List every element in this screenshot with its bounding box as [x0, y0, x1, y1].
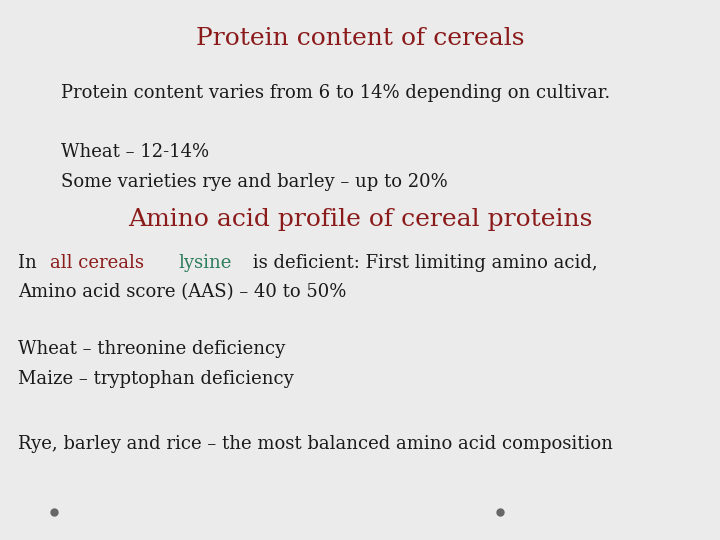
- Text: Amino acid score (AAS) – 40 to 50%: Amino acid score (AAS) – 40 to 50%: [18, 284, 346, 301]
- Text: Amino acid profile of cereal proteins: Amino acid profile of cereal proteins: [128, 208, 592, 231]
- Text: Rye, barley and rice – the most balanced amino acid composition: Rye, barley and rice – the most balanced…: [18, 435, 613, 453]
- Text: Some varieties rye and barley – up to 20%: Some varieties rye and barley – up to 20…: [61, 173, 448, 191]
- Text: Maize – tryptophan deficiency: Maize – tryptophan deficiency: [18, 370, 294, 388]
- Text: Protein content of cereals: Protein content of cereals: [196, 27, 524, 50]
- Text: Wheat – threonine deficiency: Wheat – threonine deficiency: [18, 340, 285, 358]
- Text: Wheat – 12-14%: Wheat – 12-14%: [61, 143, 210, 161]
- Text: In: In: [18, 254, 42, 272]
- Text: is deficient: First limiting amino acid,: is deficient: First limiting amino acid,: [247, 254, 598, 272]
- Text: lysine: lysine: [179, 254, 232, 272]
- Text: all cereals: all cereals: [50, 254, 143, 272]
- Text: Protein content varies from 6 to 14% depending on cultivar.: Protein content varies from 6 to 14% dep…: [61, 84, 611, 102]
